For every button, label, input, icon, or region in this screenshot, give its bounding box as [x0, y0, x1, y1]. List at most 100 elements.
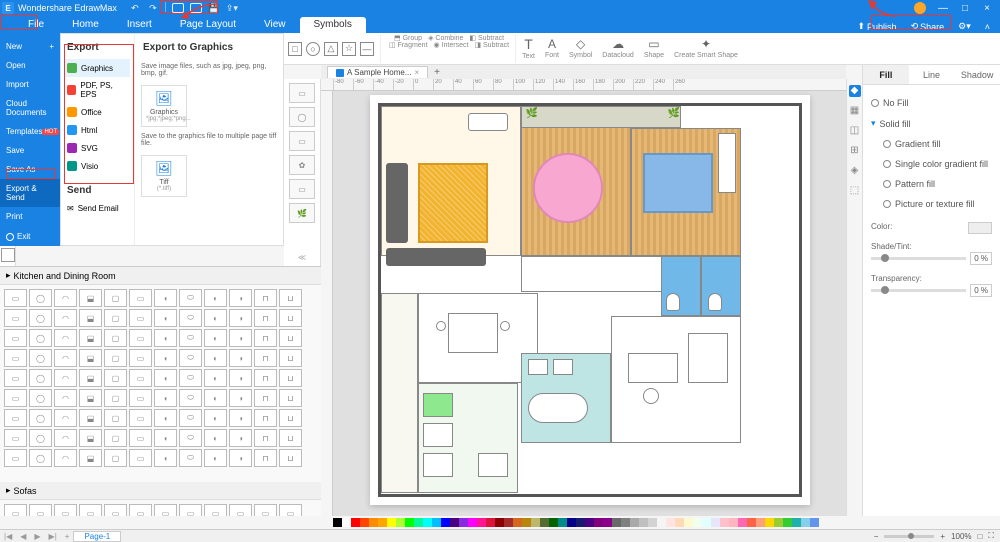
- shape-cell[interactable]: ◖: [154, 409, 177, 427]
- fill-singlegrad[interactable]: Single color gradient fill: [871, 154, 992, 174]
- shape-cell[interactable]: ▭: [4, 369, 27, 387]
- tab-view[interactable]: View: [250, 17, 300, 33]
- color-swatch-item[interactable]: [405, 518, 414, 527]
- file-cloud[interactable]: Cloud Documents: [0, 94, 60, 122]
- color-swatch-item[interactable]: [558, 518, 567, 527]
- shape-cell[interactable]: ⬓: [79, 329, 102, 347]
- rtool-fill-icon[interactable]: ◆: [849, 85, 861, 97]
- color-swatch-item[interactable]: [684, 518, 693, 527]
- shape-cell[interactable]: ◯: [29, 289, 52, 307]
- color-swatch-item[interactable]: [756, 518, 765, 527]
- shape-cell[interactable]: ◯: [29, 369, 52, 387]
- shape-cell[interactable]: ◐: [204, 349, 227, 367]
- qat-new-icon[interactable]: [172, 2, 184, 14]
- fill-solid[interactable]: ▾Solid fill: [871, 113, 992, 134]
- sofa-cell[interactable]: ▭: [229, 504, 252, 516]
- rtool-6[interactable]: ⬚: [849, 185, 861, 197]
- shape-cell[interactable]: ◖: [154, 449, 177, 467]
- shape-cell[interactable]: ⊓: [254, 309, 277, 327]
- shape-cell[interactable]: ▢: [104, 449, 127, 467]
- shape-cell[interactable]: ◖: [154, 369, 177, 387]
- qat-redo-icon[interactable]: ↷: [147, 2, 159, 14]
- page-next-icon[interactable]: ▶: [30, 532, 44, 541]
- color-swatch-item[interactable]: [801, 518, 810, 527]
- shape-cell[interactable]: ▢: [104, 389, 127, 407]
- shape-cell[interactable]: ◠: [54, 429, 77, 447]
- color-swatch-item[interactable]: [333, 518, 342, 527]
- group-button[interactable]: ⬒ Group: [394, 35, 422, 43]
- ms-item[interactable]: ◯: [289, 107, 315, 127]
- color-swatch-item[interactable]: [531, 518, 540, 527]
- color-swatch-item[interactable]: [729, 518, 738, 527]
- shape-cell[interactable]: ▭: [129, 409, 152, 427]
- shape-cell[interactable]: ◖: [154, 349, 177, 367]
- color-swatch-item[interactable]: [387, 518, 396, 527]
- fit-page-icon[interactable]: □: [978, 532, 983, 541]
- sofa-cell[interactable]: ▭: [154, 504, 177, 516]
- color-swatch-item[interactable]: [630, 518, 639, 527]
- shape-cell[interactable]: ⬓: [79, 309, 102, 327]
- color-swatch-item[interactable]: [585, 518, 594, 527]
- ms-item[interactable]: 🌿: [289, 203, 315, 223]
- color-swatch-item[interactable]: [378, 518, 387, 527]
- shape-cell[interactable]: ⊓: [254, 389, 277, 407]
- shape-cell[interactable]: ⬭: [179, 309, 202, 327]
- sofa-cell[interactable]: ▭: [79, 504, 102, 516]
- shade-slider[interactable]: [871, 257, 966, 260]
- shape-cell[interactable]: ◯: [29, 449, 52, 467]
- shape-cell[interactable]: ▭: [4, 349, 27, 367]
- shape-cell[interactable]: ◠: [54, 309, 77, 327]
- share-button[interactable]: ⟲ Share: [905, 20, 951, 33]
- ms-item[interactable]: ▭: [289, 179, 315, 199]
- file-saveas[interactable]: Save As: [0, 160, 60, 179]
- sofa-cell[interactable]: ▭: [254, 504, 277, 516]
- shape-cell[interactable]: ◠: [54, 329, 77, 347]
- shape-cell[interactable]: ⊔: [279, 389, 302, 407]
- color-swatch-item[interactable]: [783, 518, 792, 527]
- export-card-tiff[interactable]: 🖼 Tiff (*.tiff): [141, 155, 187, 197]
- color-swatch[interactable]: [968, 222, 992, 234]
- color-swatch-item[interactable]: [369, 518, 378, 527]
- shape-cell[interactable]: ▢: [104, 409, 127, 427]
- shape-cell[interactable]: ⬓: [79, 409, 102, 427]
- sofa-cell[interactable]: ▭: [54, 504, 77, 516]
- shapes-header[interactable]: ▸ Kitchen and Dining Room: [0, 267, 321, 285]
- shape-cell[interactable]: ◯: [29, 429, 52, 447]
- color-swatch-item[interactable]: [774, 518, 783, 527]
- shape-cell[interactable]: ◖: [154, 309, 177, 327]
- restore-button[interactable]: □: [954, 3, 976, 14]
- color-swatch-item[interactable]: [702, 518, 711, 527]
- shape-cell[interactable]: ▢: [104, 309, 127, 327]
- prop-tab-line[interactable]: Line: [909, 65, 955, 84]
- shape-cell[interactable]: ◯: [29, 309, 52, 327]
- rtool-5[interactable]: ◈: [849, 165, 861, 177]
- shape-cell[interactable]: ◐: [204, 429, 227, 447]
- shape-cell[interactable]: ◖: [154, 389, 177, 407]
- file-exit[interactable]: Exit: [0, 227, 60, 246]
- shape-cell[interactable]: ◯: [29, 389, 52, 407]
- shape-cell[interactable]: ▭: [129, 329, 152, 347]
- color-swatch-item[interactable]: [594, 518, 603, 527]
- shape-cell[interactable]: ⊓: [254, 429, 277, 447]
- color-swatch-item[interactable]: [747, 518, 756, 527]
- shape-cell[interactable]: ▭: [4, 409, 27, 427]
- shape-cell[interactable]: ◐: [204, 329, 227, 347]
- shape-cell[interactable]: ⬓: [79, 389, 102, 407]
- fill-picture[interactable]: Picture or texture fill: [871, 194, 992, 214]
- shape-rect-icon[interactable]: □: [288, 42, 302, 56]
- shape-cell[interactable]: ▭: [4, 309, 27, 327]
- shape-cell[interactable]: ◑: [229, 309, 252, 327]
- export-graphics[interactable]: Graphics: [65, 59, 130, 77]
- color-swatch-item[interactable]: [414, 518, 423, 527]
- color-swatch-item[interactable]: [810, 518, 819, 527]
- prop-tab-shadow[interactable]: Shadow: [954, 65, 1000, 84]
- file-open[interactable]: Open: [0, 56, 60, 75]
- shape-cell[interactable]: ⬓: [79, 289, 102, 307]
- subtract-button[interactable]: ◧ Subtract: [469, 35, 504, 43]
- fill-gradient[interactable]: Gradient fill: [871, 134, 992, 154]
- color-swatch-item[interactable]: [549, 518, 558, 527]
- shape-cell[interactable]: ▭: [129, 349, 152, 367]
- color-swatch-item[interactable]: [603, 518, 612, 527]
- shape-line-icon[interactable]: —: [360, 42, 374, 56]
- shape-cell[interactable]: ◖: [154, 329, 177, 347]
